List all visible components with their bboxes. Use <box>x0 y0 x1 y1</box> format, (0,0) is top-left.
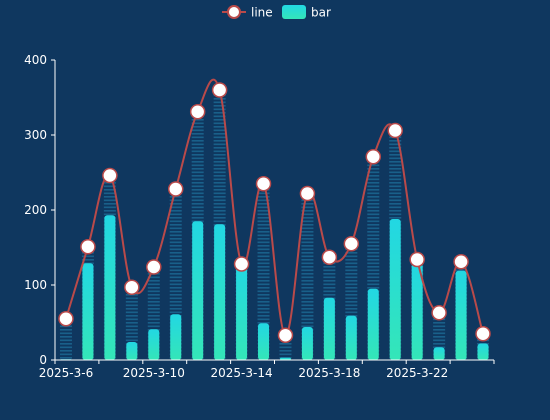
bar[interactable] <box>214 224 226 360</box>
bar[interactable] <box>279 357 291 360</box>
line-point[interactable] <box>299 185 316 202</box>
line-point[interactable] <box>277 327 294 343</box>
y-tick-label: 100 <box>24 278 47 292</box>
bar[interactable] <box>170 314 182 360</box>
line-series-points <box>58 82 491 343</box>
bar[interactable] <box>258 323 270 360</box>
bar[interactable] <box>345 315 357 360</box>
dotted-bar <box>59 318 72 360</box>
legend-label-line: line <box>251 6 273 20</box>
legend-bar-marker <box>282 5 306 19</box>
line-point[interactable] <box>58 311 74 327</box>
bar[interactable] <box>104 215 116 360</box>
x-tick-label: 2025-3-10 <box>123 366 185 380</box>
bar[interactable] <box>301 327 313 360</box>
line-point[interactable] <box>409 251 425 268</box>
bar[interactable] <box>148 329 160 360</box>
line-point[interactable] <box>146 259 162 275</box>
line-point[interactable] <box>431 305 447 321</box>
bar[interactable] <box>82 263 94 360</box>
bar[interactable] <box>367 288 379 360</box>
line-point[interactable] <box>453 254 469 270</box>
chart-legend[interactable]: line bar <box>222 5 331 20</box>
bar[interactable] <box>126 342 138 360</box>
dotted-bar <box>257 183 270 360</box>
legend-line-marker <box>227 5 241 19</box>
x-axis: 2025-3-6 2025-3-10 2025-3-14 2025-3-18 2025-… <box>39 359 495 380</box>
legend-label-bar: bar <box>311 6 331 20</box>
line-point[interactable] <box>124 279 140 295</box>
y-tick-label: 0 <box>39 353 47 367</box>
dotted-bar <box>125 287 138 360</box>
legend-item-bar[interactable]: bar <box>282 5 331 20</box>
line-point[interactable] <box>343 236 360 252</box>
bar[interactable] <box>477 343 489 361</box>
bar[interactable] <box>455 270 467 360</box>
line-point[interactable] <box>475 326 491 342</box>
bar[interactable] <box>236 264 248 360</box>
bar-series <box>60 215 489 361</box>
line-point[interactable] <box>365 149 382 165</box>
line-point[interactable] <box>80 239 96 255</box>
x-tick-label: 2025-3-14 <box>211 366 273 380</box>
dotted-background-bars <box>59 90 490 360</box>
y-tick-label: 200 <box>24 203 47 217</box>
bar[interactable] <box>192 221 204 360</box>
y-axis: 0 100 200 300 400 <box>24 53 56 367</box>
line-point[interactable] <box>321 249 338 265</box>
y-tick-label: 300 <box>24 128 47 142</box>
x-tick-label: 2025-3-6 <box>39 366 93 380</box>
bar[interactable] <box>411 263 423 360</box>
line-point[interactable] <box>102 167 118 184</box>
x-tick-label: 2025-3-22 <box>386 366 448 380</box>
line-point[interactable] <box>387 122 403 139</box>
line-point[interactable] <box>233 256 250 272</box>
line-point[interactable] <box>211 82 228 98</box>
line-point[interactable] <box>255 176 272 192</box>
line-point[interactable] <box>189 104 206 120</box>
line-point[interactable] <box>167 181 184 197</box>
legend-item-line[interactable]: line <box>222 5 273 20</box>
dotted-bar <box>301 193 314 360</box>
bar[interactable] <box>323 297 335 360</box>
bar[interactable] <box>389 219 401 360</box>
x-tick-label: 2025-3-18 <box>298 366 360 380</box>
y-tick-label: 400 <box>24 53 47 67</box>
bar[interactable] <box>433 347 445 360</box>
